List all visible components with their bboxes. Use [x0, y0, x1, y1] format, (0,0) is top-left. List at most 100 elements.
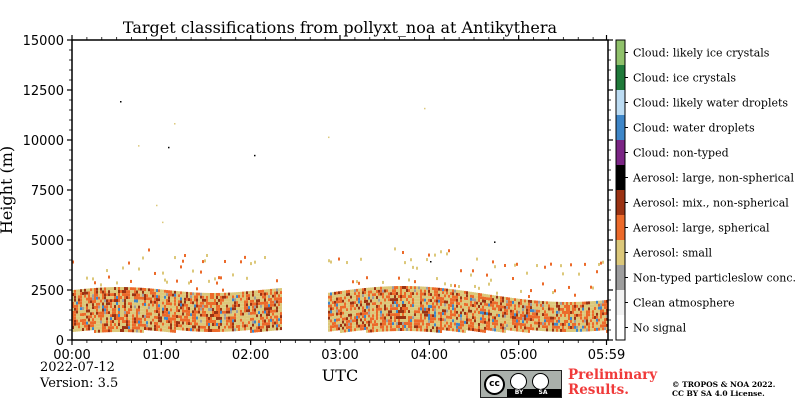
heatmap-cell [256, 290, 258, 294]
heatmap-cell [380, 313, 382, 317]
heatmap-cell [190, 313, 192, 317]
heatmap-cell [106, 323, 108, 327]
heatmap-cell [182, 318, 184, 322]
heatmap-cell [548, 325, 550, 329]
heatmap-cell [88, 321, 90, 325]
heatmap-cell [488, 309, 490, 313]
heatmap-cell [466, 321, 468, 325]
heatmap-cell [408, 301, 410, 305]
heatmap-cell [94, 317, 96, 321]
heatmap-cell [436, 305, 438, 309]
heatmap-cell [206, 301, 208, 305]
heatmap-cell [276, 279, 278, 283]
heatmap-cell [112, 314, 114, 318]
heatmap-cell [274, 324, 276, 328]
heatmap-cell [370, 323, 372, 327]
heatmap-cell [256, 317, 258, 321]
heatmap-cell [366, 326, 368, 330]
heatmap-cell [478, 313, 480, 317]
heatmap-cell [358, 297, 360, 301]
heatmap-cell [344, 290, 346, 294]
heatmap-cell [492, 260, 494, 264]
heatmap-cell [546, 319, 548, 323]
heatmap-cell [530, 303, 532, 307]
heatmap-cell [490, 318, 492, 322]
heatmap-cell [120, 293, 122, 297]
heatmap-cell [126, 287, 128, 291]
heatmap-cell [112, 317, 114, 321]
heatmap-cell [432, 290, 434, 294]
heatmap-cell [258, 302, 260, 306]
heatmap-cell [226, 292, 228, 296]
heatmap-cell [220, 295, 222, 299]
heatmap-cell [558, 322, 560, 326]
heatmap-cell [352, 301, 354, 305]
heatmap-cell [202, 313, 204, 317]
heatmap-cell [226, 301, 228, 305]
heatmap-cell [140, 299, 142, 303]
heatmap-cell [434, 302, 436, 306]
heatmap-cell [520, 313, 522, 317]
heatmap-cell [568, 319, 570, 323]
heatmap-cell [216, 325, 218, 329]
heatmap-cell [120, 311, 122, 315]
heatmap-cell [388, 319, 390, 323]
heatmap-cell [470, 327, 472, 331]
heatmap-cell [476, 325, 478, 329]
heatmap-cell [94, 299, 96, 303]
heatmap-cell [438, 329, 440, 333]
heatmap-cell [442, 300, 444, 304]
heatmap-cell [198, 313, 200, 317]
heatmap-cell [170, 326, 172, 330]
heatmap-cell [600, 261, 602, 265]
heatmap-cell [172, 323, 174, 327]
heatmap-cell [274, 315, 276, 319]
heatmap-cell [470, 273, 472, 277]
heatmap-cell [388, 322, 390, 326]
heatmap-cell [328, 307, 330, 311]
heatmap-cell [510, 327, 512, 331]
heatmap-cell [470, 324, 472, 328]
heatmap-cell [244, 294, 246, 298]
heatmap-cell [94, 287, 96, 291]
heatmap-cell [244, 312, 246, 316]
legend-swatch [616, 165, 625, 190]
heatmap-cell [402, 286, 404, 290]
heatmap-cell [342, 290, 344, 294]
legend-swatch [616, 240, 625, 265]
heatmap-cell [192, 328, 194, 332]
heatmap-cell [208, 310, 210, 314]
heatmap-cell [540, 303, 542, 307]
heatmap-cell [572, 307, 574, 311]
heatmap-cell [100, 323, 102, 327]
heatmap-cell [104, 311, 106, 315]
heatmap-cell [420, 289, 422, 293]
heatmap-cell [578, 304, 580, 308]
heatmap-cell [280, 300, 282, 304]
heatmap-cell [394, 328, 396, 332]
heatmap-cell [364, 324, 366, 328]
heatmap-cell [138, 314, 140, 318]
heatmap-cell [592, 304, 594, 308]
heatmap-cell [606, 329, 608, 333]
heatmap-cell [336, 303, 338, 307]
heatmap-cell [348, 316, 350, 320]
heatmap-cell [374, 305, 376, 309]
heatmap-cell [102, 287, 104, 291]
heatmap-cell [134, 323, 136, 327]
heatmap-cell [276, 321, 278, 325]
heatmap-cell [156, 301, 158, 305]
heatmap-cell [152, 309, 154, 313]
heatmap-cell [446, 315, 448, 319]
heatmap-cell [574, 307, 576, 311]
heatmap-cell [348, 325, 350, 329]
heatmap-cell [584, 262, 586, 266]
y-axis-label: Height (m) [0, 146, 16, 234]
heatmap-cell [544, 313, 546, 317]
heatmap-cell [214, 307, 216, 311]
heatmap-cell [264, 295, 266, 299]
heatmap-cell [368, 290, 370, 294]
heatmap-cell [576, 301, 578, 305]
heatmap-cell [386, 307, 388, 311]
heatmap-cell [452, 301, 454, 305]
